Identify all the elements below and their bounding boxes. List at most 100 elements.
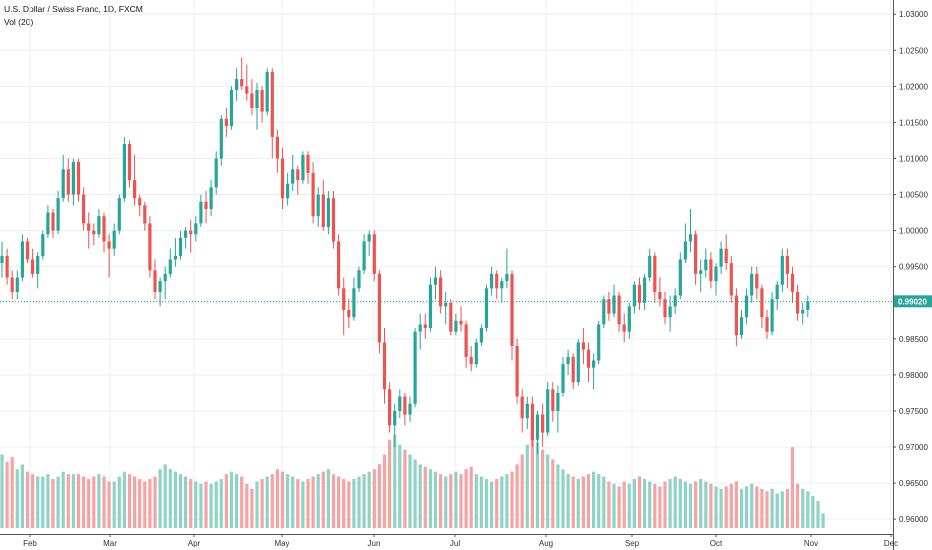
volume-bar <box>433 471 438 528</box>
candle-body <box>56 198 60 231</box>
volume-bar <box>694 481 698 528</box>
candle-body <box>561 364 565 393</box>
volume-bar <box>505 474 509 528</box>
candle <box>581 328 585 365</box>
candle-body <box>97 216 101 235</box>
candle <box>36 252 40 289</box>
candle <box>102 212 106 253</box>
candle <box>745 288 749 325</box>
candle-body <box>331 198 336 242</box>
candle-body <box>643 277 647 303</box>
candle-body <box>658 291 662 300</box>
candle <box>204 190 208 224</box>
candle-body <box>82 194 86 224</box>
candle-body <box>25 241 30 260</box>
candle <box>556 385 560 433</box>
volume-bar <box>663 481 667 528</box>
candle-body <box>138 198 142 206</box>
candle-body <box>337 241 341 289</box>
candle-body <box>71 162 75 195</box>
candle <box>97 208 101 238</box>
candle-body <box>352 288 356 318</box>
candle-body <box>224 118 228 127</box>
candle <box>199 194 203 228</box>
candle <box>454 313 458 336</box>
candle <box>184 227 188 249</box>
volume-bar <box>56 476 60 528</box>
candle-body <box>362 241 366 271</box>
volume-bar <box>622 481 626 528</box>
candle <box>367 230 371 256</box>
candle <box>683 223 687 264</box>
candle-body <box>255 89 259 108</box>
volume-bar <box>240 476 244 528</box>
candle-body <box>632 284 636 307</box>
candle <box>780 248 784 292</box>
volume-bar <box>10 456 14 528</box>
candle <box>561 356 565 397</box>
volume-bar <box>82 476 86 528</box>
candle-body <box>546 389 550 433</box>
candle-body <box>321 194 325 228</box>
candle-body <box>393 410 397 426</box>
candle <box>331 190 336 249</box>
volume-bar <box>372 469 376 528</box>
candle <box>377 270 381 354</box>
volume-bar <box>127 474 132 528</box>
volume-bar <box>46 474 50 528</box>
candle-body <box>423 324 427 329</box>
volume-bar <box>382 454 387 528</box>
candle <box>449 299 453 336</box>
candle <box>143 201 147 231</box>
candle <box>663 291 667 325</box>
volume-bar <box>500 476 504 528</box>
candle <box>637 277 642 310</box>
candle-body <box>199 201 203 224</box>
volume-bar <box>785 488 789 528</box>
candle-body <box>760 288 764 318</box>
candle-body <box>61 169 65 199</box>
candle <box>92 223 96 246</box>
time-tick-label: Mar <box>103 539 117 548</box>
volume-bar <box>31 474 35 528</box>
price-axis-background <box>893 0 932 550</box>
candle <box>209 180 213 217</box>
price-tick-label: 0.97000 <box>899 443 928 452</box>
volume-bar <box>739 488 744 528</box>
candle-body <box>745 295 749 318</box>
volume-bar <box>454 471 458 528</box>
candle-body <box>581 342 585 350</box>
candle <box>25 237 30 264</box>
candle-body <box>709 259 713 282</box>
volume-bar <box>122 471 126 528</box>
volume-bar <box>352 479 356 528</box>
candle-body <box>296 169 300 181</box>
volume-bar <box>729 483 733 528</box>
candle <box>10 270 14 300</box>
volume-bar <box>780 491 784 528</box>
candle-body <box>388 389 392 426</box>
volume-bar <box>755 486 759 528</box>
candle-body <box>184 230 188 238</box>
candle <box>750 266 754 303</box>
candle-body <box>505 273 509 282</box>
grid <box>0 0 893 530</box>
candle-body <box>724 248 728 264</box>
volume-bar <box>535 442 540 528</box>
candle-body <box>428 284 432 329</box>
candle-body <box>46 212 50 235</box>
candle <box>576 338 580 386</box>
candle <box>214 151 218 195</box>
candle <box>56 190 60 235</box>
candle-body <box>719 248 723 267</box>
candle <box>602 295 606 329</box>
time-tick-label: Dec <box>884 539 898 548</box>
candle-body <box>433 277 438 285</box>
candle <box>301 151 305 184</box>
candle-body <box>163 273 167 282</box>
candle <box>469 346 473 372</box>
candle-body <box>5 255 9 278</box>
candle <box>280 147 285 209</box>
candle-body <box>597 324 601 361</box>
